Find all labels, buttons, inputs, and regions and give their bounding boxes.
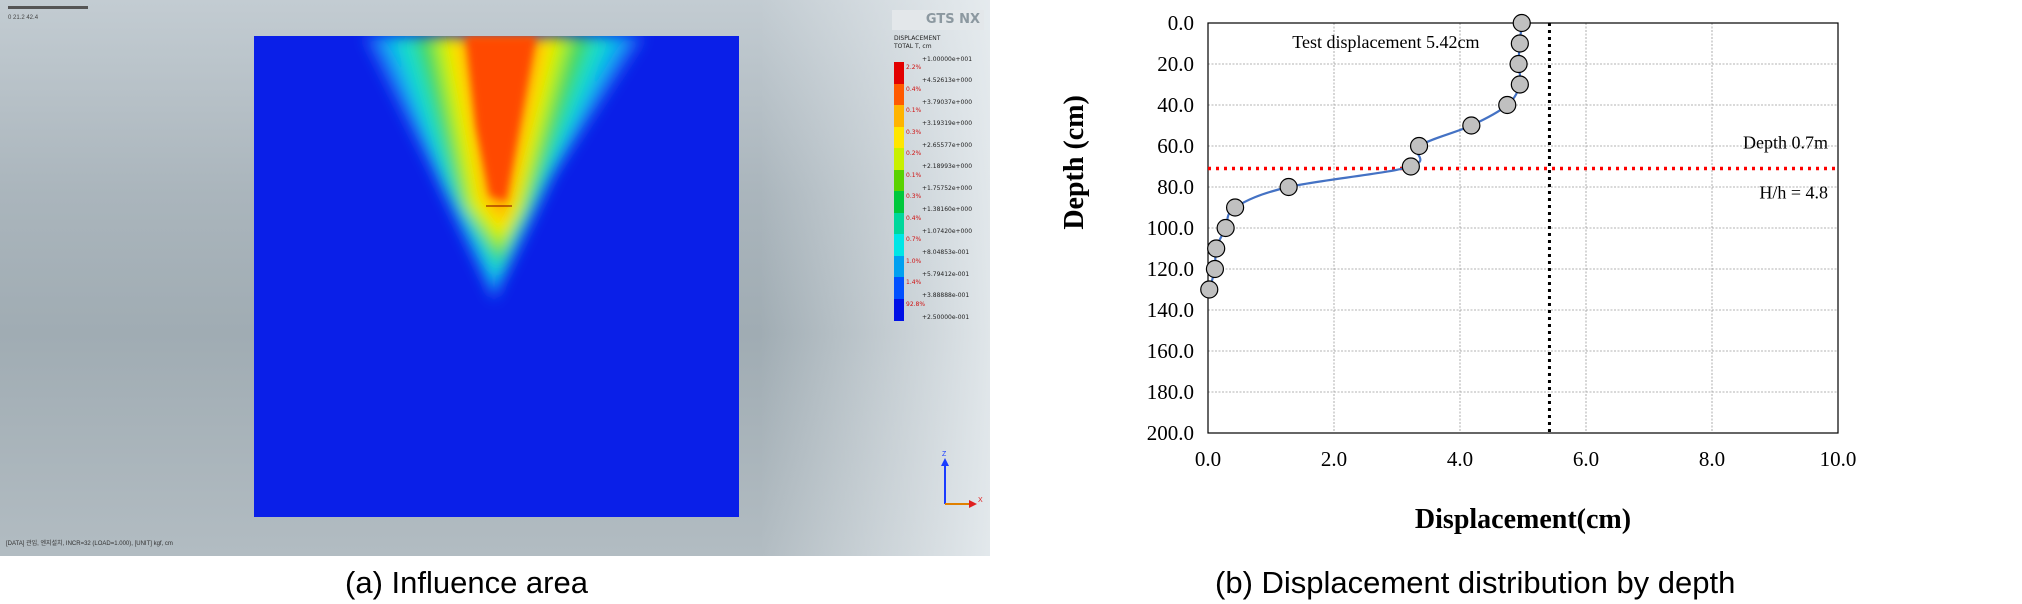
status-line: [DATA] 관입, 엔지설치, INCR=32 (LOAD=1.000), […	[6, 541, 173, 547]
legend-percent: 0.1%	[906, 171, 922, 179]
legend-percent: 0.3%	[906, 128, 922, 136]
data-point	[1509, 54, 1528, 74]
data-point	[1200, 280, 1219, 299]
data-point	[1462, 116, 1481, 135]
y-tick-label: 140.0	[1147, 298, 1194, 322]
y-tick-label: 60.0	[1157, 134, 1194, 158]
legend-swatch	[894, 191, 904, 213]
legend-title: DISPLACEMENT	[894, 35, 941, 42]
displacement-depth-chart: 0.0 20.0 40.0 60.0 80.0 100.0 120.0 140.0 160.0 1…	[1059, 11, 1857, 535]
legend-swatch	[894, 62, 904, 84]
legend-max-value: +1.00000e+001	[922, 56, 973, 63]
legend-swatch	[894, 83, 904, 106]
legend-swatch	[894, 298, 904, 321]
scale-bar-labels: 0 21.2 42.4	[8, 15, 39, 21]
y-tick-label: 180.0	[1147, 380, 1194, 404]
legend-percent: 0.2%	[906, 150, 922, 157]
y-tick-labels: 0.0 20.0 40.0 60.0 80.0 100.0 120.0 140.0 160.0 1…	[1147, 11, 1194, 445]
caption-b: (b) Displacement distribution by depth	[1215, 565, 1736, 600]
y-tick-label: 0.0	[1168, 11, 1194, 35]
depth-reference-label: Depth 0.7m	[1743, 133, 1828, 153]
legend-value: +2.65577e+000	[922, 141, 973, 149]
legend-swatch	[894, 105, 904, 127]
legend-percent: 1.0%	[906, 257, 922, 265]
y-tick-label: 160.0	[1147, 339, 1194, 363]
x-tick-labels: 0.0 2.0 4.0 6.0 8.0 10.0	[1195, 447, 1857, 471]
legend-swatch	[894, 234, 904, 256]
legend-percent: 0.3%	[906, 193, 922, 200]
y-tick-label: 40.0	[1157, 93, 1194, 117]
data-point	[1225, 198, 1245, 217]
legend-value: +1.07420e+000	[922, 227, 973, 235]
x-tick-label: 0.0	[1195, 447, 1221, 471]
legend-percent: 0.7%	[906, 236, 922, 243]
legend-swatch	[894, 126, 904, 149]
legend-percent: 0.1%	[906, 107, 922, 114]
data-point	[1216, 218, 1235, 238]
data-point	[1205, 259, 1225, 279]
data-point	[1279, 177, 1298, 197]
legend-value: +2.50000e-001	[922, 313, 970, 321]
x-tick-label: 8.0	[1699, 447, 1725, 471]
data-point	[1409, 136, 1429, 156]
contour-legend: GTS NX DISPLACEMENT TOTAL T, cm +1.00000…	[892, 8, 984, 338]
axis-x-label: X	[978, 497, 983, 504]
scale-bar-line	[8, 6, 88, 9]
legend-value: +4.52613e+000	[922, 77, 973, 84]
legend-percent: 2.2%	[906, 64, 922, 71]
data-point	[1510, 34, 1529, 53]
y-tick-label: 100.0	[1147, 216, 1194, 240]
legend-value: +1.75752e+000	[922, 184, 973, 192]
series-line	[1208, 22, 1523, 290]
legend-swatch	[894, 277, 904, 299]
scale-bar: 0 21.2 42.4	[8, 6, 88, 21]
legend-value: +3.19319e+000	[922, 120, 973, 127]
data-point	[1498, 95, 1517, 115]
background-haze	[760, 0, 990, 556]
legend-value: +1.38160e+000	[922, 206, 973, 213]
y-tick-label: 80.0	[1157, 175, 1194, 199]
chart-annotations: Test displacement 5.42cm Depth 0.7m H/h = …	[1292, 32, 1828, 203]
legend-value: +8.04853e-001	[922, 249, 970, 256]
y-tick-label: 120.0	[1147, 257, 1194, 281]
ratio-annotation: H/h = 4.8	[1759, 183, 1828, 203]
x-tick-label: 4.0	[1447, 447, 1473, 471]
x-axis-title: Displacement(cm)	[1415, 504, 1631, 535]
data-point	[1207, 239, 1226, 258]
test-displacement-label: Test displacement 5.42cm	[1292, 32, 1479, 52]
legend-percent: 0.4%	[906, 214, 922, 222]
data-point	[1512, 13, 1531, 33]
axis-z-label: Z	[942, 451, 947, 458]
gts-nx-logo: GTS NX	[892, 10, 984, 30]
legend-swatch	[894, 255, 904, 278]
legend-value: +2.18993e+000	[922, 163, 973, 170]
caption-a: (a) Influence area	[345, 565, 588, 600]
data-point	[1510, 75, 1529, 94]
legend-percent: 1.4%	[906, 279, 922, 286]
axis-triad-icon: Z X	[941, 451, 983, 508]
legend-subtitle: TOTAL T, cm	[894, 43, 932, 50]
influence-area-panel: 0 21.2 42.4 GTS NX DISPLACEMENT TOTAL T,…	[0, 0, 990, 556]
legend-percent: 0.4%	[906, 85, 922, 93]
legend-percent: 92.8%	[906, 300, 926, 308]
x-tick-label: 6.0	[1573, 447, 1599, 471]
x-tick-label: 2.0	[1321, 447, 1347, 471]
legend-swatch	[894, 212, 904, 235]
y-tick-label: 200.0	[1147, 421, 1194, 445]
legend-value: +3.79037e+000	[922, 98, 973, 106]
series-layer	[1200, 13, 1531, 299]
legend-swatch	[894, 148, 904, 170]
reference-lines	[1208, 23, 1838, 433]
x-tick-label: 10.0	[1820, 447, 1857, 471]
legend-value: +5.79412e-001	[922, 270, 970, 278]
y-tick-label: 20.0	[1157, 52, 1194, 76]
displacement-contour-plot	[254, 36, 739, 517]
legend-value: +3.88888e-001	[922, 292, 970, 299]
y-axis-title: Depth (cm)	[1059, 95, 1090, 230]
legend-swatch	[894, 169, 904, 192]
contour-core	[466, 36, 536, 201]
data-point	[1401, 157, 1420, 176]
